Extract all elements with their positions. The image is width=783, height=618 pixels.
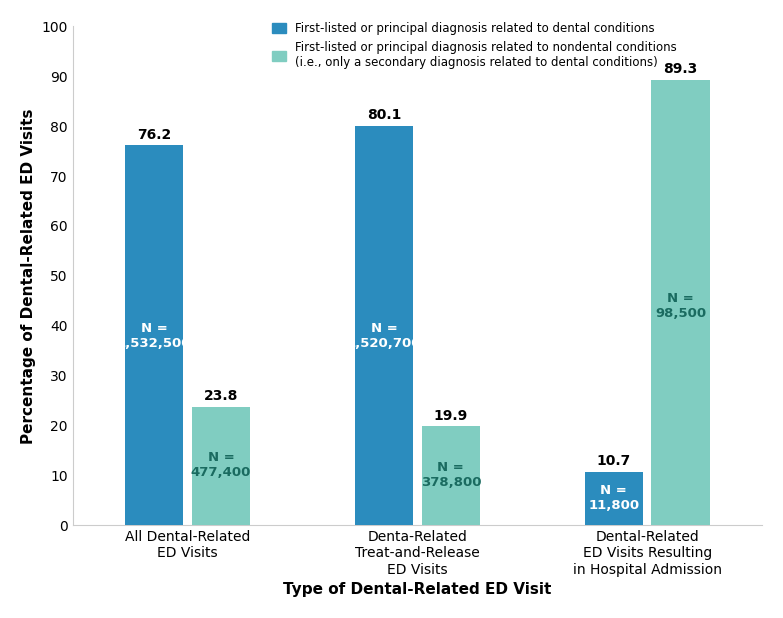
Bar (124, 145, 183, 525)
Bar (355, 125, 413, 525)
Text: N =
477,400: N = 477,400 (191, 452, 251, 480)
Text: 76.2: 76.2 (137, 127, 171, 142)
Text: 23.8: 23.8 (204, 389, 238, 403)
Text: N =
98,500: N = 98,500 (655, 292, 706, 320)
X-axis label: Type of Dental-Related ED Visit: Type of Dental-Related ED Visit (283, 582, 551, 597)
Text: N =
11,800: N = 11,800 (588, 484, 640, 512)
Y-axis label: Percentage of Dental-Related ED Visits: Percentage of Dental-Related ED Visits (21, 108, 36, 444)
Text: N =
378,800: N = 378,800 (420, 462, 481, 489)
Bar (421, 426, 480, 525)
Bar (192, 407, 251, 525)
Text: 19.9: 19.9 (434, 408, 468, 423)
Text: N =
1,532,500: N = 1,532,500 (117, 322, 191, 350)
Text: 80.1: 80.1 (366, 108, 401, 122)
Text: 89.3: 89.3 (663, 62, 698, 76)
Text: 10.7: 10.7 (597, 454, 631, 468)
Bar (651, 80, 710, 525)
Text: N =
1,520,700: N = 1,520,700 (347, 322, 421, 350)
Bar (585, 472, 643, 525)
Legend: First-listed or principal diagnosis related to dental conditions, First-listed o: First-listed or principal diagnosis rela… (272, 22, 677, 69)
